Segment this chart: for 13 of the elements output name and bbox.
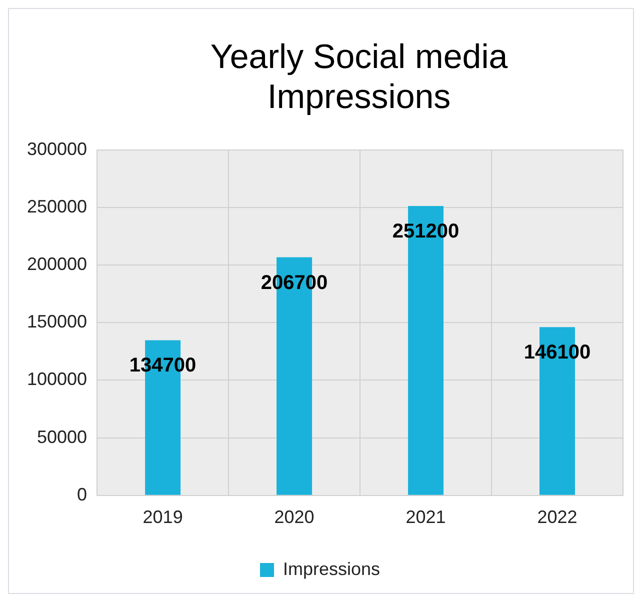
x-tick-label: 2019 bbox=[142, 507, 183, 528]
x-tick-label: 2020 bbox=[274, 507, 314, 528]
y-tick-label: 200000 bbox=[26, 254, 88, 274]
chart-title: Yearly Social media Impressions bbox=[209, 37, 509, 117]
legend-label: Impressions bbox=[282, 558, 380, 579]
y-tick-label: 100000 bbox=[26, 369, 88, 390]
y-tick-label: 150000 bbox=[26, 312, 88, 332]
y-tick-label: 300000 bbox=[26, 138, 88, 159]
x-tick-label: 2021 bbox=[406, 507, 446, 528]
y-tick-label: 0 bbox=[77, 484, 88, 504]
x-tick-label: 2022 bbox=[537, 507, 578, 528]
y-tick-label: 250000 bbox=[26, 196, 88, 216]
y-tick-label: 50000 bbox=[37, 426, 88, 447]
